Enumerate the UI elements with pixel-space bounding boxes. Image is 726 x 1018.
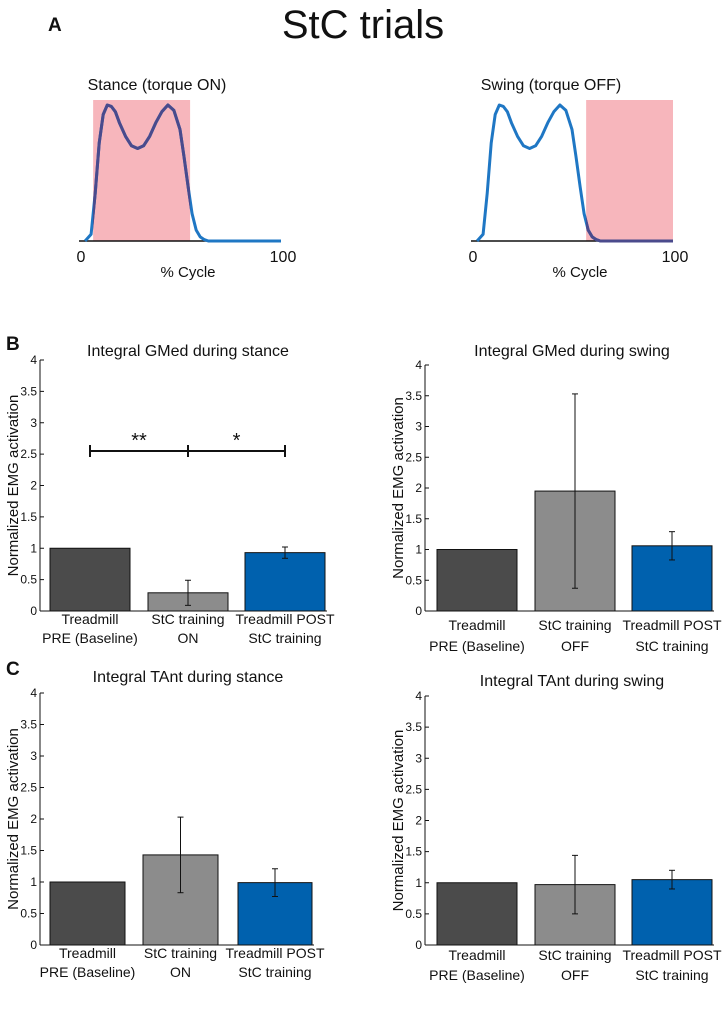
category-label: StC training <box>635 638 708 654</box>
gmed-swing-chart: Integral GMed during swing 0 0.5 1 1.5 2 2.5 3 3… <box>390 343 722 654</box>
y-tick-label: 3.5 <box>405 389 422 403</box>
bar <box>49 547 131 612</box>
category-label: StC training <box>238 964 311 980</box>
category-label: StC training <box>635 967 708 983</box>
y-tick-label: 3 <box>415 751 422 765</box>
emg-profile-line-shaded <box>586 215 673 243</box>
y-tick-label: 1.5 <box>20 844 37 858</box>
y-tick-label: 4 <box>30 686 37 700</box>
y-tick-label: 4 <box>415 358 422 372</box>
y-tick-label: 2 <box>30 479 37 493</box>
y-tick-label: 0 <box>30 604 37 618</box>
chart-title: Integral TAnt during stance <box>93 669 284 686</box>
category-label: PRE (Baseline) <box>42 630 138 646</box>
figure-title: StC trials <box>282 3 444 47</box>
y-tick-label: 0.5 <box>405 573 422 587</box>
y-tick-label: 4 <box>30 353 37 367</box>
category-label: StC training <box>248 630 321 646</box>
chart-title: Integral GMed during stance <box>87 343 289 360</box>
y-axis-label: Normalized EMG activation <box>390 730 407 912</box>
y-tick-label: 1.5 <box>405 845 422 859</box>
y-tick-label: 2.5 <box>20 781 37 795</box>
y-tick-label: 0.5 <box>405 907 422 921</box>
y-tick-label: 0 <box>30 938 37 952</box>
category-label: Treadmill POST <box>235 611 335 627</box>
y-tick-label: 0 <box>415 938 422 952</box>
chart-title: Integral GMed during swing <box>474 343 670 360</box>
y-tick-label: 3.5 <box>20 384 37 398</box>
stance-profile-chart: Stance (torque ON) 0 100 % Cycle <box>77 77 297 281</box>
x-axis-label: % Cycle <box>160 264 215 281</box>
bar <box>49 881 126 946</box>
shaded-region <box>586 100 673 241</box>
x-tick-label: 0 <box>469 249 478 266</box>
y-tick-label: 2.5 <box>405 782 422 796</box>
y-tick-label: 0.5 <box>20 573 37 587</box>
y-tick-label: 2.5 <box>20 447 37 461</box>
panel-label-b: B <box>6 334 20 355</box>
x-tick-label: 100 <box>662 249 689 266</box>
profile-title: Stance (torque ON) <box>88 77 227 94</box>
gmed-stance-chart: Integral GMed during stance 0 0.5 1 1.5 2 2.5 3… <box>5 343 335 646</box>
y-axis-label: Normalized EMG activation <box>5 728 22 910</box>
category-label: PRE (Baseline) <box>429 638 525 654</box>
category-label: Treadmill <box>448 947 505 963</box>
y-tick-label: 0.5 <box>20 907 37 921</box>
y-tick-label: 3.5 <box>405 720 422 734</box>
emg-profile-line-shaded <box>93 103 191 229</box>
swing-profile-chart: Swing (torque OFF) 0 100 % Cycle <box>469 77 689 281</box>
y-tick-label: 1 <box>415 543 422 557</box>
y-axis-label: Normalized EMG activation <box>5 395 22 577</box>
category-label: StC training <box>538 617 611 633</box>
category-label: Treadmill POST <box>225 945 325 961</box>
y-tick-label: 3 <box>415 420 422 434</box>
significance-label: ** <box>131 430 147 452</box>
y-axis-label: Normalized EMG activation <box>390 397 407 579</box>
y-tick-label: 3.5 <box>20 718 37 732</box>
bar <box>631 879 713 946</box>
panel-label-a: A <box>48 15 62 36</box>
category-label: Treadmill POST <box>622 947 722 963</box>
y-tick-label: 1 <box>415 876 422 890</box>
category-label: ON <box>170 964 191 980</box>
bar <box>436 549 518 612</box>
y-tick-label: 1.5 <box>20 510 37 524</box>
category-label: Treadmill POST <box>622 617 722 633</box>
y-tick-label: 2 <box>415 481 422 495</box>
category-label: Treadmill <box>59 945 116 961</box>
y-tick-label: 0 <box>415 604 422 618</box>
y-tick-label: 4 <box>415 689 422 703</box>
bar <box>244 552 326 612</box>
category-label: StC training <box>144 945 217 961</box>
y-tick-label: 3 <box>30 416 37 430</box>
category-label: PRE (Baseline) <box>40 964 136 980</box>
category-label: Treadmill <box>61 611 118 627</box>
significance-label: * <box>233 430 241 452</box>
x-axis-label: % Cycle <box>552 264 607 281</box>
y-tick-label: 3 <box>30 749 37 763</box>
category-label: OFF <box>561 638 589 654</box>
x-tick-label: 0 <box>77 249 86 266</box>
y-tick-label: 2 <box>415 814 422 828</box>
profile-title: Swing (torque OFF) <box>481 77 621 94</box>
x-tick-label: 100 <box>270 249 297 266</box>
y-tick-label: 1 <box>30 875 37 889</box>
category-label: StC training <box>151 611 224 627</box>
chart-title: Integral TAnt during swing <box>480 673 664 690</box>
shaded-region <box>93 100 191 241</box>
panel-label-c: C <box>6 659 20 680</box>
bar <box>436 882 518 946</box>
y-tick-label: 1.5 <box>405 512 422 526</box>
tant-stance-chart: Integral TAnt during stance 0 0.5 1 1.5 2 2.5 3… <box>5 669 325 980</box>
tant-swing-chart: Integral TAnt during swing 0 0.5 1 1.5 2 2.5 3 3… <box>390 673 722 983</box>
category-label: ON <box>178 630 199 646</box>
y-tick-label: 2.5 <box>405 450 422 464</box>
category-label: StC training <box>538 947 611 963</box>
y-tick-label: 1 <box>30 541 37 555</box>
category-label: Treadmill <box>448 617 505 633</box>
y-tick-label: 2 <box>30 812 37 826</box>
category-label: OFF <box>561 967 589 983</box>
category-label: PRE (Baseline) <box>429 967 525 983</box>
